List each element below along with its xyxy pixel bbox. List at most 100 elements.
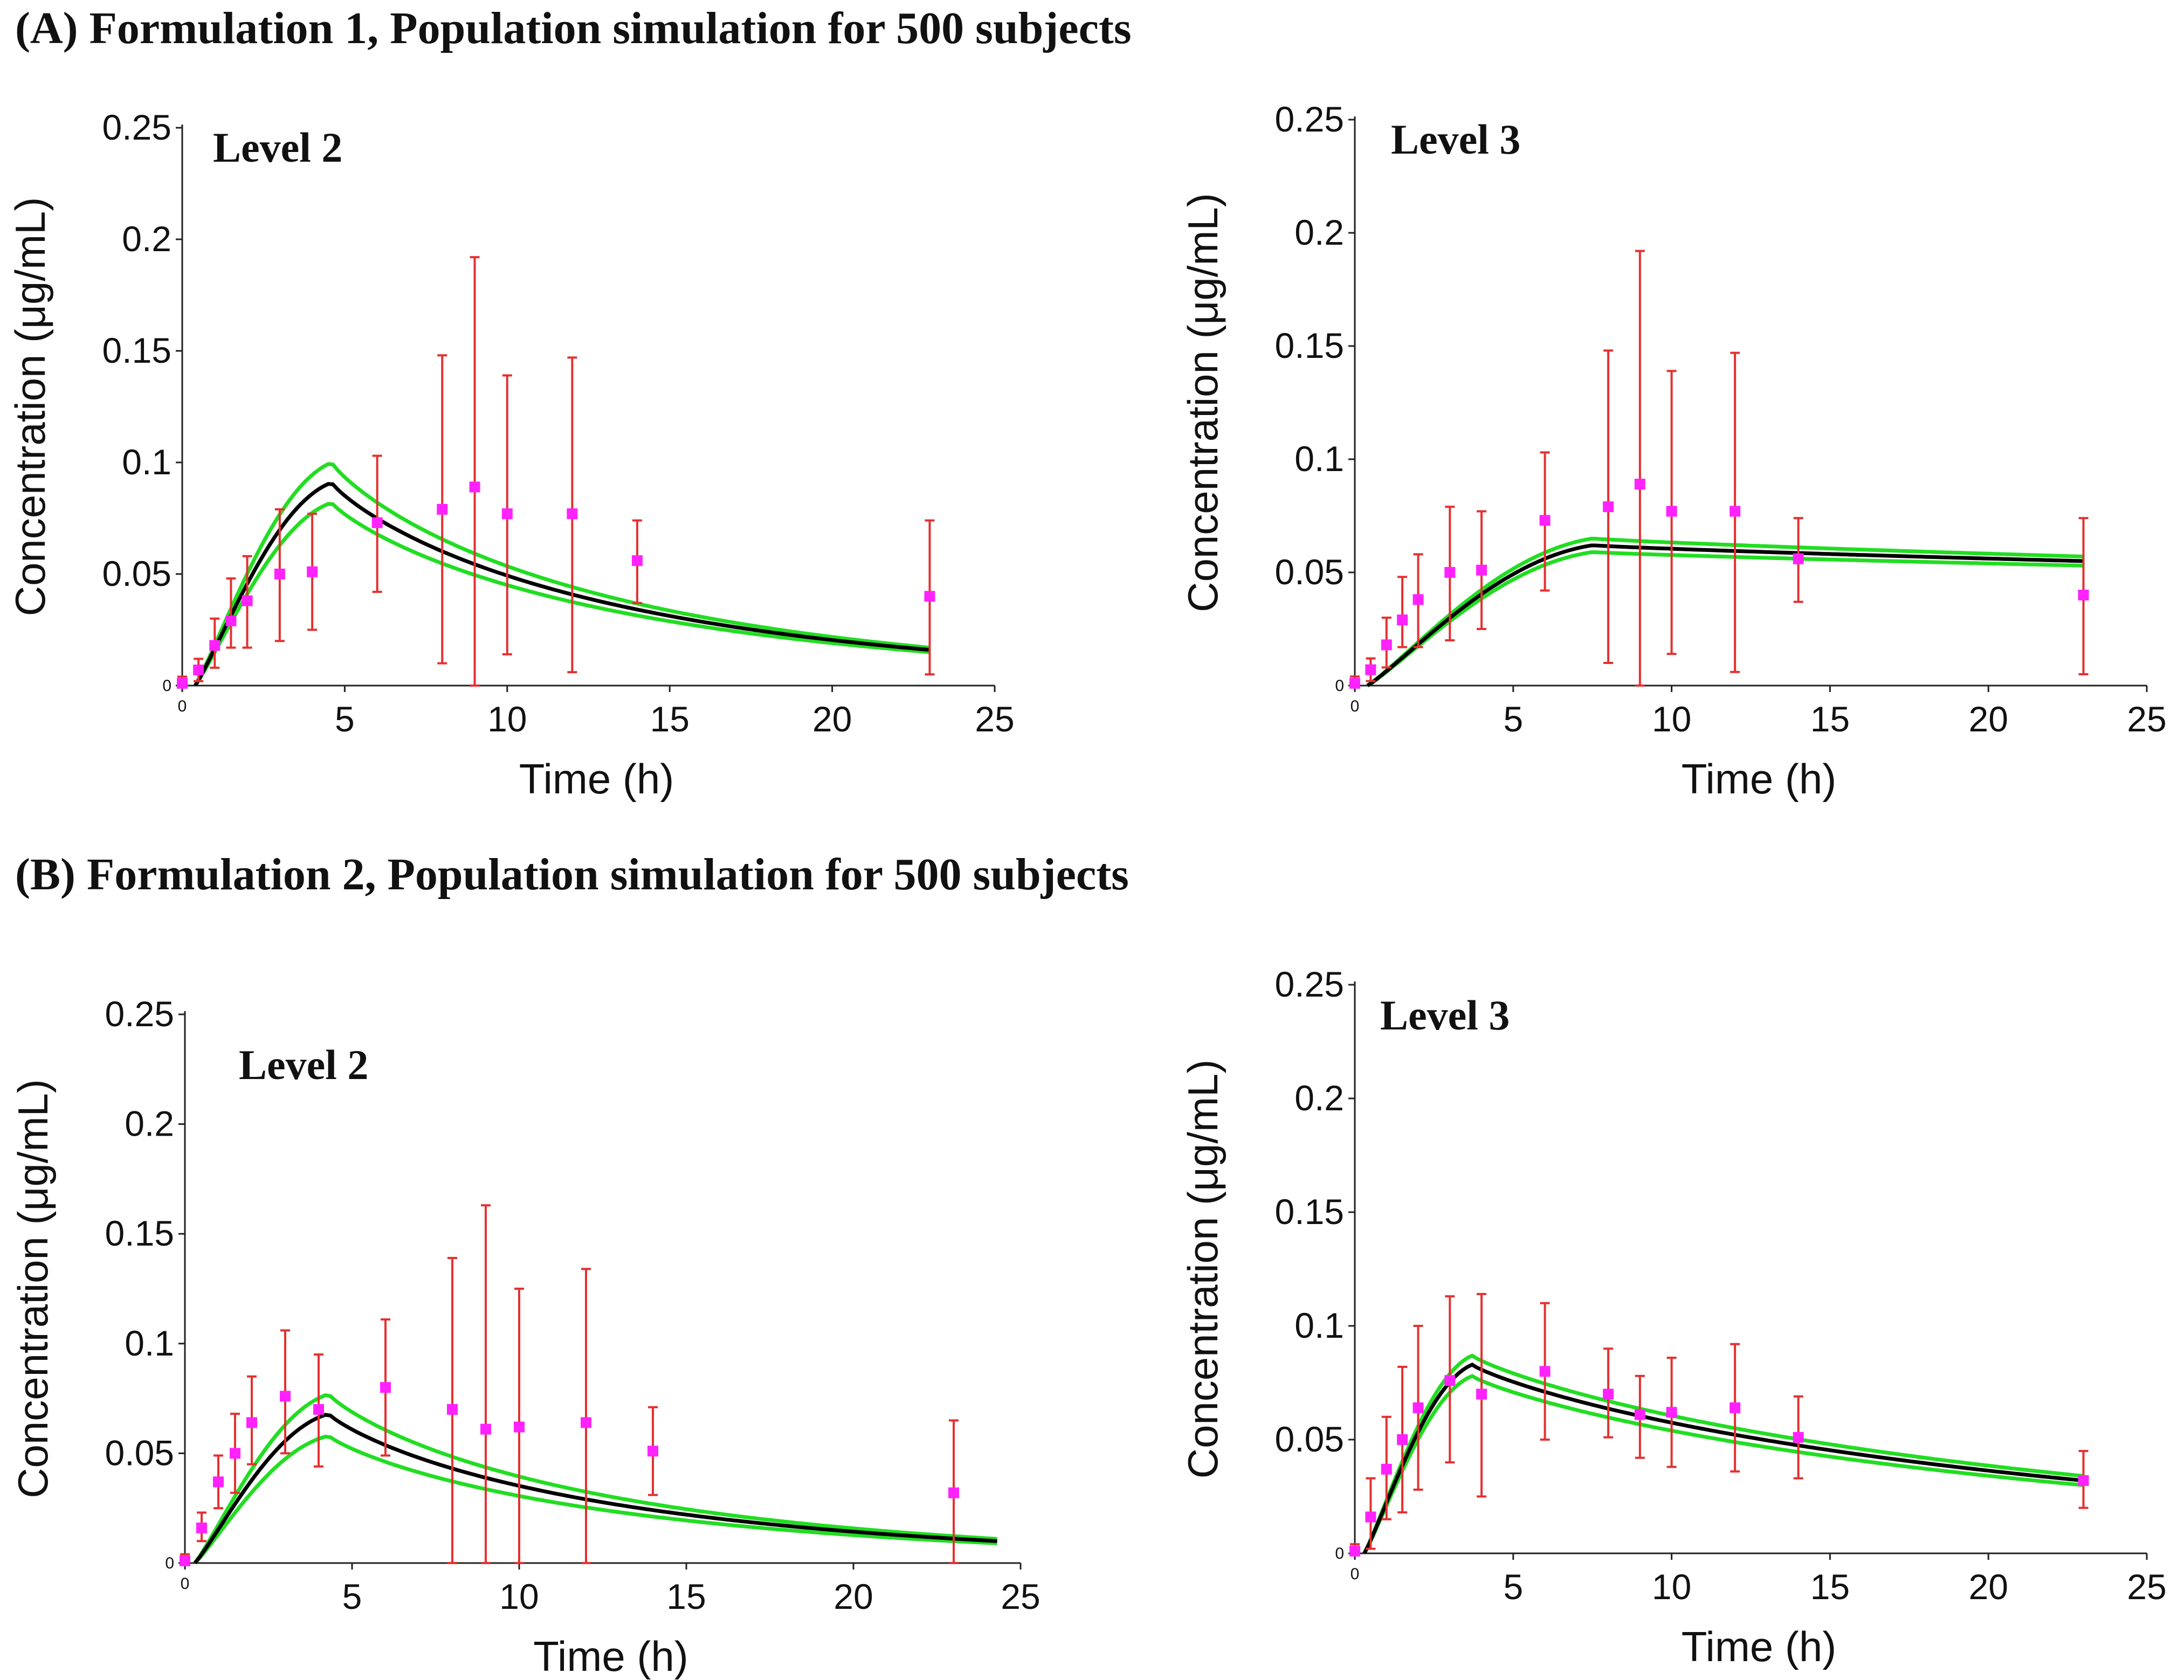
observed-point <box>1539 515 1551 526</box>
x-tick-label: 0 <box>1351 1565 1360 1583</box>
observed-point <box>225 615 237 626</box>
x-tick-label: 10 <box>499 1577 539 1616</box>
chart-panel-b-left: 0 0.05 0.1 0.15 0.2 0.25 0 5 10 15 20 25 Time (h) Con… <box>9 994 1041 1680</box>
observed-point <box>1381 639 1392 651</box>
x-tick-label: 5 <box>1503 699 1523 739</box>
observed-point <box>948 1487 959 1498</box>
mean-prediction-curve <box>1366 543 2084 687</box>
observed-point <box>631 555 643 566</box>
observed-point <box>1634 1409 1645 1420</box>
x-tick-label: 15 <box>1810 1567 1850 1607</box>
observed-point <box>371 517 383 528</box>
y-tick-label: 0.2 <box>122 219 171 259</box>
observed-point <box>307 566 318 577</box>
x-tick-label: 20 <box>1968 699 2008 739</box>
lower-ci-curve <box>194 502 930 687</box>
y-tick-label: 0.25 <box>1275 964 1344 1004</box>
y-tick-label: 0.15 <box>102 330 171 370</box>
observed-point <box>280 1391 291 1402</box>
panel-title: Level 3 <box>1380 992 1510 1039</box>
y-tick-label: 0.15 <box>1275 326 1344 365</box>
chart-panel-a-left: 0 0.05 0.1 0.15 0.2 0.25 0 5 10 15 20 25 Time (h) Con… <box>6 107 1015 803</box>
y-tick-label: 0.05 <box>1275 1419 1344 1459</box>
observed-point <box>1603 1388 1614 1400</box>
observed-point <box>246 1417 257 1428</box>
x-tick-label: 5 <box>1503 1567 1523 1607</box>
observed-point <box>469 481 480 493</box>
observed-point <box>1365 1511 1376 1523</box>
y-tick-label: 0.15 <box>105 1213 174 1253</box>
observed-point <box>1365 664 1376 675</box>
observed-point <box>924 591 935 602</box>
x-tick-label: 20 <box>833 1577 873 1616</box>
y-tick-label: 0.2 <box>125 1104 174 1144</box>
observed-point <box>1397 1434 1408 1445</box>
x-tick-label: 5 <box>335 699 355 739</box>
lower-ci-curve <box>194 1434 997 1565</box>
upper-ci-curve <box>194 462 930 687</box>
observed-point <box>581 1417 591 1428</box>
observed-point <box>447 1404 458 1415</box>
observed-point <box>1793 553 1804 564</box>
y-tick-label: 0.2 <box>1294 212 1344 252</box>
y-tick-label: 0 <box>165 1554 174 1572</box>
observed-point <box>1349 677 1360 689</box>
y-tick-label: 0.25 <box>102 107 171 147</box>
x-tick-label: 25 <box>1001 1577 1040 1616</box>
x-tick-label: 20 <box>812 699 852 739</box>
observed-point <box>1730 1402 1741 1413</box>
observed-point <box>567 508 578 520</box>
y-tick-label: 0.05 <box>1275 552 1344 592</box>
observed-point <box>1381 1463 1392 1475</box>
x-tick-label: 25 <box>2127 699 2166 739</box>
observed-point <box>1413 1402 1424 1413</box>
y-tick-label: 0.05 <box>105 1433 174 1472</box>
observed-point <box>647 1446 658 1457</box>
observed-point <box>1444 567 1456 578</box>
observed-point <box>2078 1475 2089 1486</box>
x-axis-title: Time (h) <box>1682 1623 1836 1670</box>
x-axis-title: Time (h) <box>1682 755 1836 803</box>
x-tick-label: 10 <box>1652 699 1691 739</box>
observed-point <box>380 1382 391 1393</box>
y-axis-title: Concentration (μg/mL) <box>9 1079 57 1498</box>
upper-ci-curve <box>1366 536 2084 687</box>
observed-point <box>2078 590 2089 600</box>
mean-prediction-curve <box>194 482 930 687</box>
panel-title: Level 2 <box>239 1041 368 1088</box>
x-tick-label: 25 <box>975 699 1014 739</box>
observed-point <box>1397 614 1408 626</box>
x-tick-label: 15 <box>650 699 689 739</box>
observed-point <box>313 1404 324 1415</box>
y-tick-label: 0.1 <box>1294 439 1344 479</box>
y-tick-label: 0 <box>1335 677 1344 695</box>
panel-title: Level 3 <box>1391 116 1520 163</box>
y-tick-label: 0.1 <box>125 1323 174 1363</box>
chart-panel-a-right: 0 0.05 0.1 0.15 0.2 0.25 0 5 10 15 20 25 Time (h) Con… <box>1179 99 2167 803</box>
observed-point <box>196 1522 207 1533</box>
y-tick-label: 0 <box>162 677 171 695</box>
y-tick-label: 0.1 <box>122 442 171 482</box>
y-tick-label: 0.15 <box>1275 1192 1344 1232</box>
upper-ci-curve <box>193 1393 997 1565</box>
observed-point <box>213 1476 224 1488</box>
observed-point <box>514 1421 525 1433</box>
observed-point <box>1793 1432 1804 1443</box>
x-tick-label: 15 <box>666 1577 706 1616</box>
section-heading-b: (B) Formulation 2, Population simulation… <box>15 849 1129 900</box>
y-tick-label: 0.1 <box>1294 1305 1344 1345</box>
observed-point <box>1476 1388 1487 1400</box>
x-tick-label: 0 <box>1351 697 1360 715</box>
lower-ci-curve <box>1366 550 2084 687</box>
observed-point <box>242 595 253 606</box>
observed-point <box>230 1448 240 1459</box>
chart-panel-b-right: 0 0.05 0.1 0.15 0.2 0.25 0 5 10 15 20 25 Time (h) Con… <box>1179 964 2167 1670</box>
observed-point <box>1666 506 1677 517</box>
observed-point <box>1539 1366 1551 1377</box>
observed-point <box>180 1555 190 1566</box>
mean-prediction-curve <box>1362 1363 2084 1554</box>
x-tick-label: 0 <box>181 1575 190 1593</box>
x-tick-label: 10 <box>1652 1567 1691 1607</box>
